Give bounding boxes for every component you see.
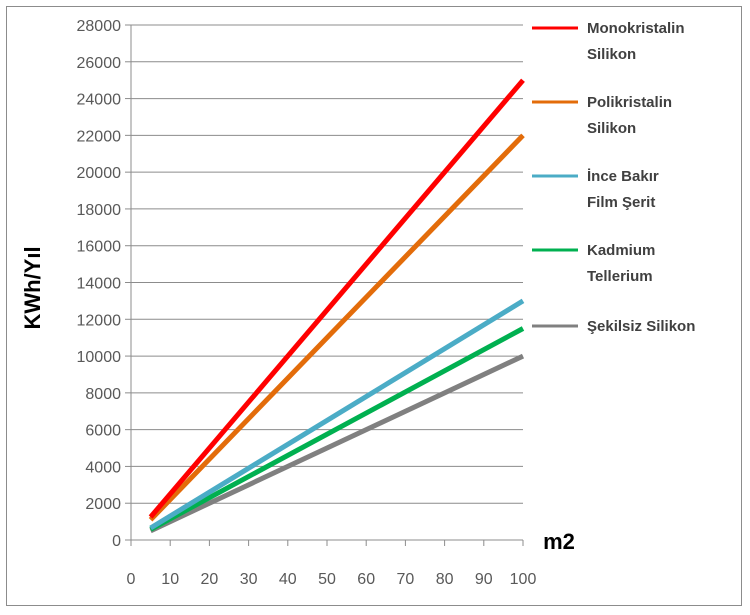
gridlines — [131, 24, 523, 504]
legend-item-2: İnce Bakır Film Şerit — [532, 168, 659, 211]
series-line-2 — [149, 298, 525, 531]
y-tick-label: 24000 — [77, 92, 122, 109]
x-tick-label: 30 — [240, 571, 258, 588]
series-lines — [148, 78, 525, 534]
y-tick-label: 28000 — [77, 18, 122, 35]
y-tick-label: 20000 — [77, 165, 122, 182]
series-line-0 — [148, 78, 525, 519]
x-tick-label: 80 — [436, 571, 454, 588]
x-tick-label: 10 — [161, 571, 179, 588]
legend: Monokristalin Silikon Polikristalin Silikon… — [532, 20, 695, 335]
y-tick-label: 8000 — [85, 386, 121, 403]
axes: 0 2000 4000 6000 8000 10000 12000 14000 16000 180… — [77, 18, 537, 588]
y-tick-label: 12000 — [77, 312, 122, 329]
y-tick-label: 22000 — [77, 128, 122, 145]
y-tick-label: 26000 — [77, 55, 122, 72]
legend-label: Monokristalin — [587, 20, 685, 37]
x-tick-label: 20 — [201, 571, 219, 588]
x-tick-label: 40 — [279, 571, 297, 588]
y-tick-label: 4000 — [85, 459, 121, 476]
legend-label: Polikristalin — [587, 94, 672, 111]
x-tick-label: 70 — [397, 571, 415, 588]
y-tick-label: 0 — [112, 533, 121, 550]
y-tick-label: 16000 — [77, 239, 122, 256]
y-tick-label: 2000 — [85, 496, 121, 513]
series-line-4 — [149, 353, 525, 534]
y-tick-label: 14000 — [77, 276, 122, 293]
legend-item-1: Polikristalin Silikon — [532, 94, 672, 137]
legend-item-4: Şekilsiz Silikon — [532, 318, 695, 335]
series-line-1 — [148, 133, 525, 522]
y-tick-label: 18000 — [77, 202, 122, 219]
y-tick-label: 6000 — [85, 423, 121, 440]
x-tick-label: 90 — [475, 571, 493, 588]
legend-item-3: Kadmium Tellerium — [532, 242, 655, 285]
x-tick-label: 60 — [357, 571, 375, 588]
x-tick-label: 50 — [318, 571, 336, 588]
legend-label: Film Şerit — [587, 194, 655, 211]
legend-label: Silikon — [587, 120, 636, 137]
x-tick-label: 100 — [510, 571, 537, 588]
legend-item-0: Monokristalin Silikon — [532, 20, 685, 63]
series-line-3 — [149, 326, 525, 532]
legend-label: İnce Bakır — [587, 168, 659, 185]
x-axis-title: m2 — [543, 529, 575, 554]
y-tick-label: 10000 — [77, 349, 122, 366]
legend-label: Kadmium — [587, 242, 655, 259]
y-axis-title: KWh/Yıl — [20, 246, 45, 329]
legend-label: Şekilsiz Silikon — [587, 318, 695, 335]
legend-label: Tellerium — [587, 268, 653, 285]
legend-label: Silikon — [587, 46, 636, 63]
x-tick-label: 0 — [127, 571, 136, 588]
chart-frame — [6, 6, 742, 606]
